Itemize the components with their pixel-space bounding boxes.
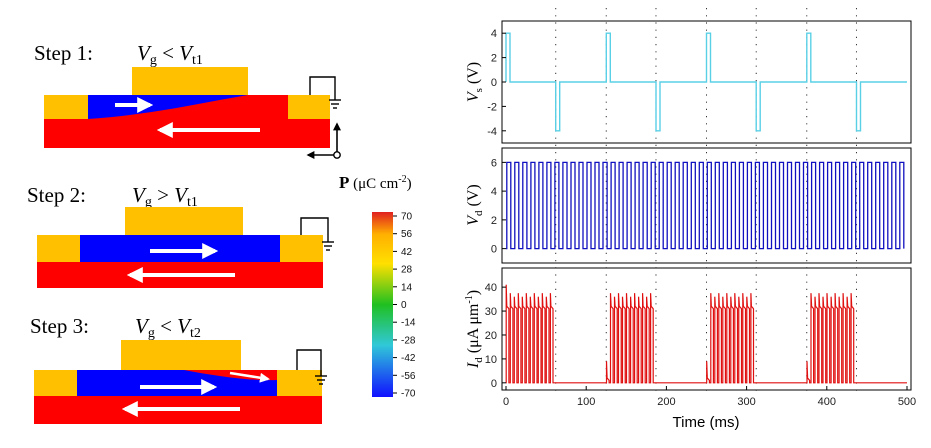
colorbar-tick-label: 14 bbox=[401, 282, 413, 293]
id-y-tick-label: 40 bbox=[485, 282, 497, 294]
drain-electrode bbox=[288, 95, 330, 119]
negative-polar-domain bbox=[80, 235, 280, 262]
colorbar-gradient bbox=[372, 212, 393, 397]
vd-y-tick-label: 6 bbox=[491, 157, 497, 169]
vd-y-tick-label: 4 bbox=[491, 186, 497, 198]
colorbar-tick-label: 70 bbox=[401, 212, 413, 223]
drain-electrode bbox=[280, 235, 323, 262]
vs-y-ticks: 4 2 0 -2 -4 bbox=[487, 28, 506, 138]
colorbar-tick-label: -42 bbox=[401, 353, 416, 364]
x-tick-label: 300 bbox=[737, 396, 755, 408]
vd-panel: 6 4 2 0 Vd (V) bbox=[465, 147, 912, 264]
vs-y-tick-label: 4 bbox=[491, 28, 497, 40]
colorbar-tick-label: -56 bbox=[401, 371, 416, 382]
vd-y-ticks: 6 4 2 0 bbox=[491, 157, 506, 256]
vd-y-tick-label: 2 bbox=[491, 215, 497, 227]
source-electrode bbox=[37, 235, 80, 262]
ground-symbol bbox=[296, 349, 327, 385]
vs-y-tick-label: -2 bbox=[487, 101, 497, 113]
colorbar-ticks: 70 56 42 28 14 0 -14 -28 -42 -56 -70 bbox=[393, 212, 416, 400]
colorbar-tick-label: -28 bbox=[401, 335, 416, 346]
vd-y-label: Vd (V) bbox=[465, 184, 485, 226]
step-2-condition: Vg > Vt1 bbox=[132, 183, 198, 210]
vd-trace bbox=[506, 161, 905, 250]
device-schematics: Step 1: Vg < Vt1 bbox=[27, 41, 341, 424]
source-electrode bbox=[44, 95, 88, 119]
id-y-tick-label: 20 bbox=[485, 330, 497, 342]
x-tick-label: 100 bbox=[577, 396, 595, 408]
gate-electrode bbox=[125, 207, 243, 235]
x-tick-label: 0 bbox=[503, 396, 509, 408]
ground-symbol bbox=[309, 76, 341, 109]
polarization-arrow-small-right bbox=[229, 371, 270, 383]
colorbar-tick-label: 56 bbox=[401, 229, 413, 240]
step-1-device: Step 1: Vg < Vt1 bbox=[34, 41, 341, 159]
gate-electrode bbox=[132, 67, 248, 95]
id-y-label: Id (μA μm-1) bbox=[464, 290, 485, 369]
x-tick-label: 500 bbox=[898, 396, 916, 408]
drain-electrode bbox=[277, 370, 322, 396]
vs-y-tick-label: 2 bbox=[491, 53, 497, 65]
colorbar-tick-label: 0 bbox=[401, 300, 407, 311]
bottom-ferroelectric-layer bbox=[44, 118, 330, 148]
colorbar-tick-label: 28 bbox=[401, 265, 413, 276]
id-trace bbox=[505, 284, 907, 384]
id-y-tick-label: 30 bbox=[485, 306, 497, 318]
colorbar-title: P (μC cm-2) bbox=[339, 173, 412, 192]
step-3-device: Step 3: Vg < Vt2 bbox=[30, 314, 327, 424]
id-plot-frame bbox=[501, 267, 912, 391]
colorbar-tick-label: -14 bbox=[401, 318, 416, 329]
step-1-condition: Vg < Vt1 bbox=[137, 41, 203, 68]
vs-panel: 420-2-4 Vs (V) bbox=[465, 8, 912, 395]
vs-y-tick-label: -4 bbox=[487, 126, 497, 138]
step-1-label: Step 1: bbox=[34, 41, 93, 65]
x-axis-label: Time (ms) bbox=[673, 414, 740, 431]
x-tick-label: 200 bbox=[657, 396, 675, 408]
vd-plot-frame bbox=[501, 147, 912, 264]
axes-indicator bbox=[306, 122, 341, 159]
colorbar-tick-label: -70 bbox=[401, 389, 416, 400]
vs-y-label: Vs (V) bbox=[465, 62, 485, 102]
step-3-condition: Vg < Vt2 bbox=[135, 314, 201, 341]
id-y-ticks: 40 30 20 10 0 bbox=[485, 282, 506, 390]
ground-symbol bbox=[300, 217, 334, 251]
gate-electrode bbox=[121, 340, 241, 370]
polarization-colorbar: P (μC cm-2) 70 56 42 28 14 0 -14 -28 -42 -56 -70 bbox=[339, 173, 416, 400]
negative-polar-domain bbox=[88, 95, 248, 119]
id-x-ticks: 0 100 200 300 400 500 bbox=[503, 386, 916, 408]
step-3-label: Step 3: bbox=[30, 314, 89, 338]
x-tick-label: 400 bbox=[818, 396, 836, 408]
vs-y-tick-label: 0 bbox=[491, 77, 497, 89]
step-2-label: Step 2: bbox=[27, 183, 86, 207]
vd-y-tick-label: 0 bbox=[491, 244, 497, 256]
step-2-device: Step 2: Vg > Vt1 bbox=[27, 183, 334, 288]
colorbar-tick-label: 42 bbox=[401, 247, 413, 258]
id-y-tick-label: 10 bbox=[485, 354, 497, 366]
vs-trace bbox=[505, 32, 907, 132]
id-y-tick-label: 0 bbox=[491, 378, 497, 390]
source-electrode bbox=[34, 370, 77, 396]
